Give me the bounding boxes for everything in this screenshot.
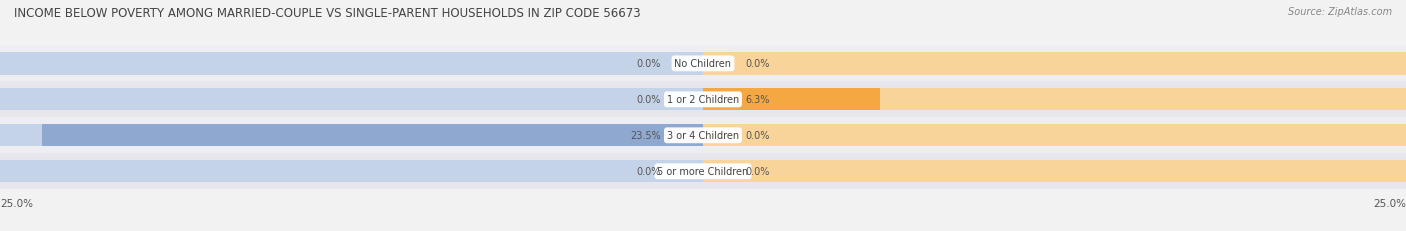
Bar [0,125,703,147]
Text: 0.0%: 0.0% [637,95,661,105]
Text: 3 or 4 Children: 3 or 4 Children [666,131,740,141]
Bar [703,53,1406,75]
Bar [0,154,1406,189]
Bar [703,89,1406,111]
Bar [42,125,703,147]
Bar [0,89,703,111]
Bar [703,125,1406,147]
Text: Source: ZipAtlas.com: Source: ZipAtlas.com [1288,7,1392,17]
Text: 25.0%: 25.0% [1374,198,1406,208]
Bar [703,160,1406,183]
Text: 5 or more Children: 5 or more Children [658,167,748,176]
Bar [0,118,1406,154]
Text: 0.0%: 0.0% [637,59,661,69]
Text: 25.0%: 25.0% [0,198,32,208]
Text: 6.3%: 6.3% [745,95,769,105]
Text: INCOME BELOW POVERTY AMONG MARRIED-COUPLE VS SINGLE-PARENT HOUSEHOLDS IN ZIP COD: INCOME BELOW POVERTY AMONG MARRIED-COUPL… [14,7,641,20]
Bar [703,89,880,111]
Bar [0,53,703,75]
Text: 1 or 2 Children: 1 or 2 Children [666,95,740,105]
Text: 0.0%: 0.0% [745,59,769,69]
Text: 0.0%: 0.0% [637,167,661,176]
Bar [0,82,1406,118]
Text: No Children: No Children [675,59,731,69]
Text: 23.5%: 23.5% [630,131,661,141]
Bar [0,46,1406,82]
Bar [0,160,703,183]
Text: 0.0%: 0.0% [745,167,769,176]
Text: 0.0%: 0.0% [745,131,769,141]
